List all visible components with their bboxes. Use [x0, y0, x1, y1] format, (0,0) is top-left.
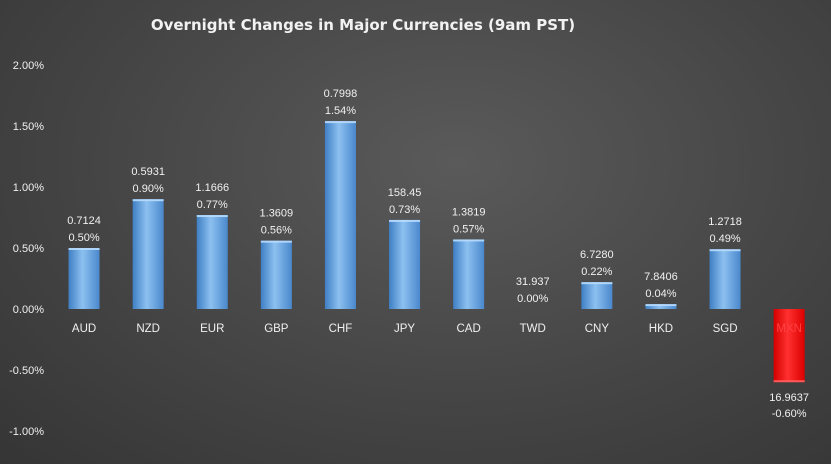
bar-jpy: [389, 219, 421, 309]
percent-label-gbp: 0.56%: [261, 225, 292, 237]
rate-label-chf: 0.7998: [324, 88, 358, 100]
rate-label-aud: 0.7124: [67, 215, 101, 227]
bar-edge-aud: [68, 248, 100, 250]
category-label-nzd: NZD: [136, 323, 160, 335]
bar-edge-chf: [324, 121, 356, 124]
bar-edge-sgd: [709, 249, 741, 252]
category-label-hkd: HKD: [649, 323, 673, 335]
bar-mxn: [773, 309, 805, 383]
bar-edge-gbp: [260, 240, 292, 243]
bar-sgd: [709, 249, 741, 309]
category-label-eur: EUR: [200, 323, 224, 335]
percent-label-eur: 0.77%: [197, 199, 228, 211]
percent-label-mxn: -0.60%: [772, 408, 807, 420]
y-tick-label: 2.00%: [13, 60, 44, 72]
percent-label-nzd: 0.90%: [133, 183, 164, 195]
percent-label-cad: 0.57%: [453, 223, 484, 235]
bar-edge-eur: [196, 215, 228, 218]
bar-edge-nzd: [132, 199, 164, 202]
percent-label-twd: 0.00%: [517, 293, 548, 305]
category-label-cad: CAD: [457, 323, 481, 335]
category-label-mxn: MXN: [776, 323, 802, 335]
rate-label-cad: 1.3819: [452, 206, 486, 218]
bar-edge-mxn: [773, 380, 805, 383]
percent-label-chf: 1.54%: [325, 105, 356, 117]
rate-label-twd: 31.937: [516, 276, 550, 288]
category-label-aud: AUD: [72, 323, 96, 335]
rate-label-nzd: 0.5931: [131, 166, 165, 178]
rate-label-gbp: 1.3609: [260, 208, 294, 220]
y-tick-label: 0.50%: [13, 243, 44, 255]
percent-label-sgd: 0.49%: [709, 233, 740, 245]
bar-aud: [68, 248, 100, 309]
rate-label-hkd: 7.8406: [644, 271, 678, 283]
y-tick-label: -1.00%: [9, 426, 44, 438]
y-axis: 2.00% 1.50% 1.00% 0.50% 0.00% -0.50% -1.00%: [9, 60, 44, 438]
percent-label-hkd: 0.04%: [645, 288, 676, 300]
category-label-twd: TWD: [520, 323, 546, 335]
category-label-jpy: JPY: [394, 323, 415, 335]
bar-edge-cad: [453, 239, 485, 242]
bar-edge-hkd: [645, 304, 677, 307]
rate-label-eur: 1.1666: [195, 182, 229, 194]
bar-eur: [196, 215, 228, 309]
bar-cad: [453, 239, 485, 309]
category-label-gbp: GBP: [264, 323, 289, 335]
y-tick-label: -0.50%: [9, 365, 44, 377]
bars: [68, 121, 805, 383]
bar-edge-cny: [581, 282, 613, 285]
percent-label-cny: 0.22%: [581, 266, 612, 278]
bar-gbp: [260, 240, 292, 309]
data-labels: 0.7124 0.50% 0.5931 0.90% 1.1666 0.77% 1.3609 0…: [67, 88, 809, 420]
y-tick-label: 1.50%: [13, 121, 44, 133]
rate-label-sgd: 1.2718: [708, 216, 742, 228]
bar-nzd: [132, 199, 164, 309]
percent-label-jpy: 0.73%: [389, 204, 420, 216]
percent-label-aud: 0.50%: [68, 232, 99, 244]
rate-label-cny: 6.7280: [580, 249, 614, 261]
bar-cny: [581, 282, 613, 309]
rate-label-jpy: 158.45: [388, 187, 422, 199]
bar-edge-jpy: [389, 219, 421, 222]
y-tick-label: 1.00%: [13, 182, 44, 194]
chart-title: Overnight Changes in Major Currencies (9…: [151, 16, 575, 34]
rate-label-mxn: 16.9637: [769, 392, 809, 404]
y-tick-label: 0.00%: [13, 304, 44, 316]
category-label-sgd: SGD: [713, 323, 738, 335]
bar-chf: [324, 121, 356, 310]
bar-hkd: [645, 304, 677, 309]
category-labels: AUD NZD EUR GBP CHF JPY CAD TWD CNY HKD SGD MXN: [72, 323, 802, 335]
category-label-cny: CNY: [585, 323, 610, 335]
category-label-chf: CHF: [329, 323, 353, 335]
